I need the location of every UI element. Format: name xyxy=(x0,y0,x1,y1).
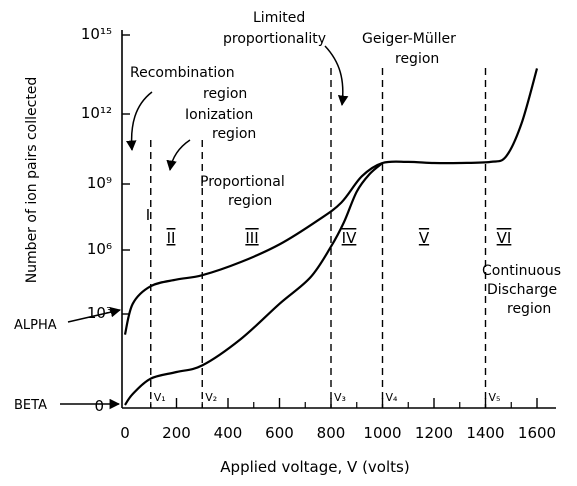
boundary-label: V₅ xyxy=(489,391,501,404)
annotation-ionization-line1: Ionization xyxy=(185,107,253,123)
limited-arrow xyxy=(324,45,349,107)
region-numeral: IV xyxy=(342,229,357,247)
x-tick-label: 1000 xyxy=(363,424,401,442)
annotation-recombination-line1: Recombination xyxy=(130,65,235,81)
series-label-beta: BETA xyxy=(14,398,47,413)
y-axis-label: Number of ion pairs collected xyxy=(24,77,40,284)
x-tick-label: 1600 xyxy=(518,424,556,442)
x-tick-label: 0 xyxy=(120,424,130,442)
y-tick-label: 10⁹ xyxy=(87,174,112,192)
voltage-boundaries xyxy=(150,68,487,408)
x-tick-label: 800 xyxy=(317,424,346,442)
x-tick-label: 600 xyxy=(265,424,294,442)
y-ticks: 0 10³ 10⁶ 10⁹ 10¹² 10¹⁵ xyxy=(81,25,130,415)
annotation-recombination-line2: region xyxy=(203,86,247,102)
y-tick-label: 10⁶ xyxy=(87,240,112,258)
region-numeral: II xyxy=(167,229,176,247)
annotation-limited-line1: Limited xyxy=(253,10,305,26)
region-numeral: III xyxy=(245,229,258,247)
y-tick-label: 10¹² xyxy=(81,104,112,122)
boundary-label: V₂ xyxy=(205,391,217,404)
annotation-proportional-line2: region xyxy=(228,193,272,209)
boundary-label: V₁ xyxy=(154,391,166,404)
region-numerals: III III IV V VI xyxy=(146,206,512,247)
curve-beta xyxy=(124,162,384,406)
annotation-continuous-line1: Continuous xyxy=(482,263,561,279)
annotation-ionization-line2: region xyxy=(212,126,256,142)
y-tick-label: 10³ xyxy=(87,304,112,322)
x-tick-label: 400 xyxy=(214,424,243,442)
series-label-alpha: ALPHA xyxy=(14,318,57,333)
annotation-geiger-line2: region xyxy=(395,51,439,67)
region-numeral: V xyxy=(419,229,430,247)
ionization-arrow xyxy=(166,139,191,172)
annotation-geiger-line1: Geiger-Müller xyxy=(362,31,456,47)
x-ticks: 0 200 400 600 800 1000 1200 1400 1600 xyxy=(120,398,556,442)
alpha-arrow xyxy=(67,307,122,323)
region-numeral: I xyxy=(146,206,150,224)
annotation-proportional-line1: Proportional xyxy=(200,174,285,190)
annotation-continuous-line2: Discharge xyxy=(487,282,557,298)
x-tick-label: 1200 xyxy=(415,424,453,442)
boundary-label: V₃ xyxy=(334,391,346,404)
boundary-label: V₄ xyxy=(386,391,399,404)
x-tick-label: 200 xyxy=(162,424,191,442)
voltage-boundary-labels: V₁ V₂ V₃ V₄ V₅ xyxy=(154,391,501,404)
x-tick-label: 1400 xyxy=(466,424,504,442)
annotation-continuous-line3: region xyxy=(507,301,551,317)
y-tick-label: 10¹⁵ xyxy=(81,25,112,43)
x-axis-label: Applied voltage, V (volts) xyxy=(220,458,409,476)
y-tick-label: 0 xyxy=(94,397,104,415)
curve-alpha xyxy=(123,68,539,335)
annotation-limited-line2: proportionality xyxy=(223,31,326,47)
recombination-arrow xyxy=(126,91,153,152)
curves xyxy=(123,68,539,406)
region-numeral: VI xyxy=(497,229,512,247)
